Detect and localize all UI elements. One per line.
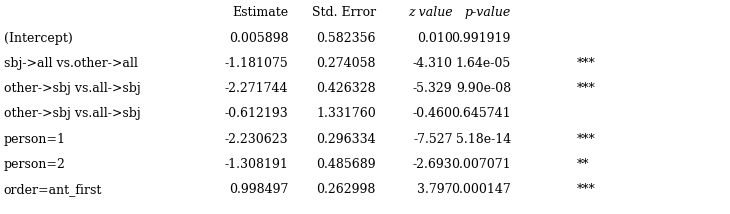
- Text: -1.308191: -1.308191: [225, 158, 288, 171]
- Text: 0.485689: 0.485689: [316, 158, 376, 171]
- Text: other->sbj vs.all->sbj: other->sbj vs.all->sbj: [4, 107, 140, 120]
- Text: 0.426328: 0.426328: [316, 82, 376, 95]
- Text: ***: ***: [577, 133, 596, 146]
- Text: 0.274058: 0.274058: [316, 57, 376, 70]
- Text: 0.645741: 0.645741: [451, 107, 511, 120]
- Text: -5.329: -5.329: [413, 82, 453, 95]
- Text: -2.230623: -2.230623: [225, 133, 288, 146]
- Text: 0.998497: 0.998497: [229, 183, 288, 196]
- Text: **: **: [577, 158, 589, 171]
- Text: z value: z value: [408, 6, 453, 19]
- Text: 1.64e-05: 1.64e-05: [456, 57, 511, 70]
- Text: 1.331760: 1.331760: [316, 107, 376, 120]
- Text: ***: ***: [577, 183, 596, 196]
- Text: 0.000147: 0.000147: [451, 183, 511, 196]
- Text: ***: ***: [577, 82, 596, 95]
- Text: 0.582356: 0.582356: [316, 32, 376, 45]
- Text: 3.797: 3.797: [417, 183, 453, 196]
- Text: Std. Error: Std. Error: [312, 6, 376, 19]
- Text: -2.693: -2.693: [413, 158, 453, 171]
- Text: -0.460: -0.460: [412, 107, 453, 120]
- Text: 0.007071: 0.007071: [451, 158, 511, 171]
- Text: other->sbj vs.all->sbj: other->sbj vs.all->sbj: [4, 82, 140, 95]
- Text: -0.612193: -0.612193: [225, 107, 288, 120]
- Text: p-value: p-value: [465, 6, 511, 19]
- Text: 0.296334: 0.296334: [316, 133, 376, 146]
- Text: (Intercept): (Intercept): [4, 32, 72, 45]
- Text: order=ant_first: order=ant_first: [4, 183, 102, 196]
- Text: 0.010: 0.010: [417, 32, 453, 45]
- Text: 5.18e-14: 5.18e-14: [456, 133, 511, 146]
- Text: -7.527: -7.527: [413, 133, 453, 146]
- Text: 0.262998: 0.262998: [317, 183, 376, 196]
- Text: person=1: person=1: [4, 133, 66, 146]
- Text: sbj->all vs.other->all: sbj->all vs.other->all: [4, 57, 137, 70]
- Text: ***: ***: [577, 57, 596, 70]
- Text: person=2: person=2: [4, 158, 66, 171]
- Text: -1.181075: -1.181075: [225, 57, 288, 70]
- Text: -2.271744: -2.271744: [225, 82, 288, 95]
- Text: 0.991919: 0.991919: [452, 32, 511, 45]
- Text: 0.005898: 0.005898: [228, 32, 288, 45]
- Text: -4.310: -4.310: [412, 57, 453, 70]
- Text: 9.90e-08: 9.90e-08: [456, 82, 511, 95]
- Text: Estimate: Estimate: [232, 6, 288, 19]
